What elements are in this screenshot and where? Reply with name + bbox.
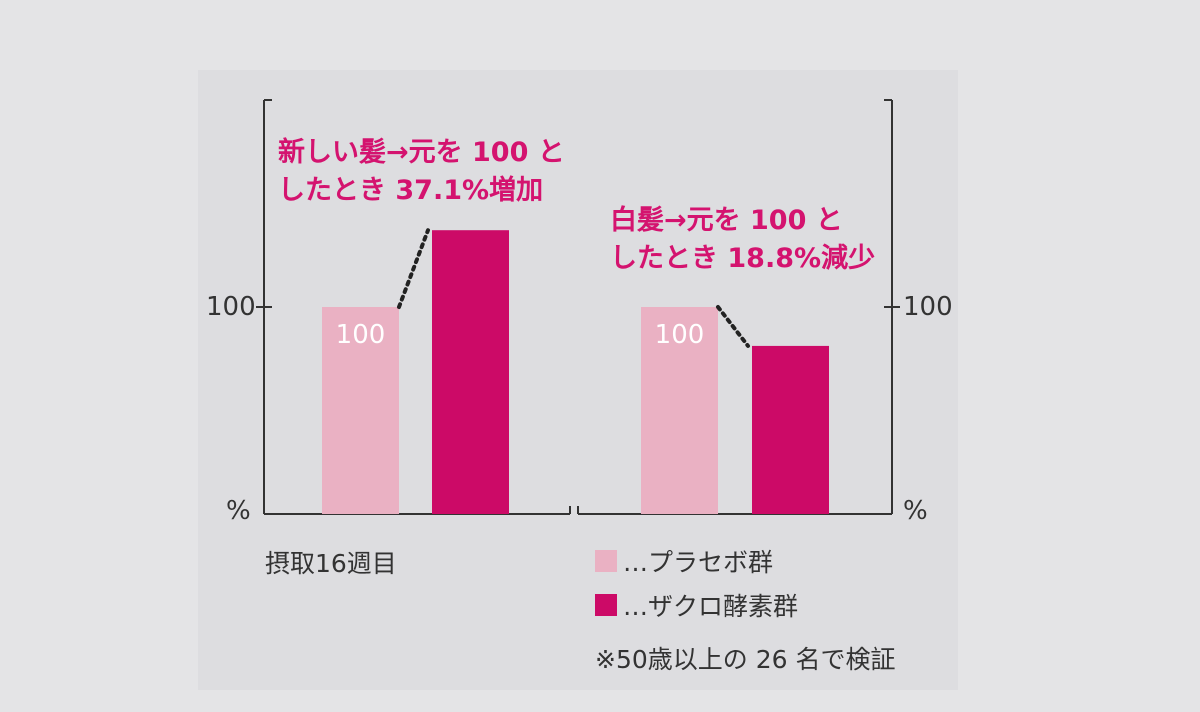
chart-0-bar-placebo (322, 307, 399, 514)
chart-1-bar-treatment (752, 345, 829, 514)
right-y-unit: % (903, 496, 928, 526)
left-y-tick-100: 100 (206, 292, 256, 322)
chart-1-bar-placebo-label: 100 (655, 320, 705, 350)
legend-swatch-treatment (595, 594, 617, 616)
legend-label-treatment: …ザクロ酵素群 (623, 592, 799, 621)
period-label: 摂取16週目 (265, 549, 397, 578)
chart-1-connector (716, 305, 750, 348)
connector-lines (397, 228, 750, 348)
right-annotation-line-2: したとき 18.8%減少 (610, 243, 876, 274)
axes (256, 99, 900, 515)
legend-item-placebo: …プラセボ群 (595, 543, 773, 579)
legend-label-placebo: …プラセボ群 (623, 548, 774, 577)
left-y-unit: % (226, 496, 251, 526)
left-annotation-line-2: したとき 37.1%増加 (278, 175, 544, 206)
legend-item-treatment: …ザクロ酵素群 (595, 587, 798, 623)
right-y-tick-100: 100 (903, 292, 953, 322)
left-annotation-line-1: 新しい髪→元を 100 と (278, 137, 565, 168)
right-annotation-line-1: 白髪→元を 100 と (610, 205, 843, 236)
right-annotation: 白髪→元を 100 と したとき 18.8%減少 (610, 202, 875, 278)
footnote: ※50歳以上の 26 名で検証 (595, 645, 896, 674)
legend-swatch-placebo (595, 550, 617, 572)
left-annotation: 新しい髪→元を 100 と したとき 37.1%増加 (278, 134, 565, 210)
chart-0-bar-treatment (432, 230, 509, 514)
chart-0-connector (397, 228, 430, 309)
bars: 100 100 (322, 230, 829, 514)
chart-1-bar-placebo (641, 307, 718, 514)
chart-0-bar-placebo-label: 100 (336, 320, 386, 350)
